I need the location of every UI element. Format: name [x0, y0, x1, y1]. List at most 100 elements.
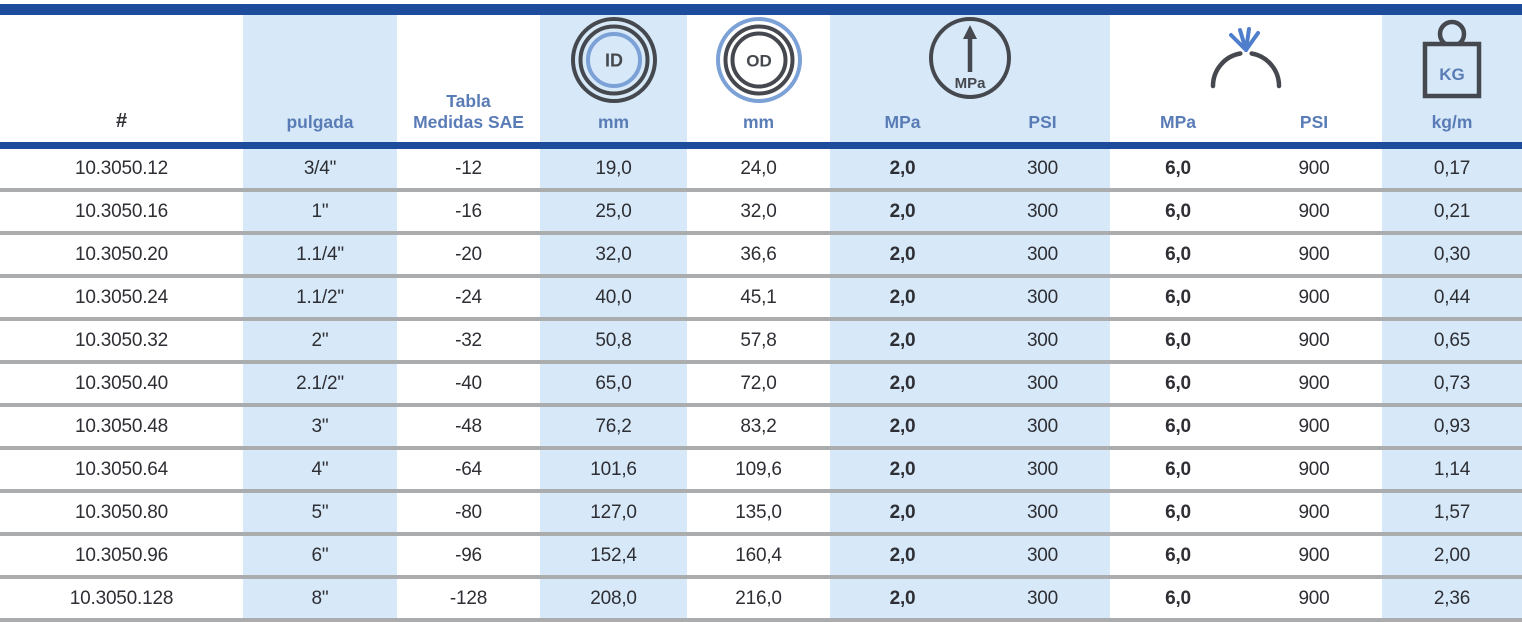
burst-pressure-icon: [1201, 24, 1291, 90]
inner-diameter-cell: 19,0: [540, 149, 687, 192]
header-working-pressure: MPa MPa PSI: [830, 15, 1110, 142]
inner-diameter-cell: 76,2: [540, 407, 687, 450]
sae-size-cell: -24: [397, 278, 540, 321]
table-row: 10.3050.24 1.1/2" -24 40,0 45,1 2,0 300 …: [0, 278, 1522, 321]
weight-cell: 1,14: [1382, 450, 1522, 493]
working-pressure-mpa-cell: 2,0: [830, 536, 975, 579]
burst-pressure-psi-cell: 900: [1246, 149, 1382, 192]
sae-size-cell: -12: [397, 149, 540, 192]
table-row: 10.3050.64 4" -64 101,6 109,6 2,0 300 6,…: [0, 450, 1522, 493]
burst-pressure-mpa-cell: 6,0: [1110, 579, 1246, 622]
burst-pressure-mpa-cell: 6,0: [1110, 149, 1246, 192]
header-part-number: #: [0, 15, 243, 142]
burst-pressure-psi-cell: 900: [1246, 493, 1382, 536]
sae-label-line2: Medidas SAE: [413, 112, 524, 132]
working-pressure-psi-cell: 300: [975, 536, 1110, 579]
weight-cell: 0,21: [1382, 192, 1522, 235]
table-row: 10.3050.12 3/4" -12 19,0 24,0 2,0 300 6,…: [0, 149, 1522, 192]
sae-size-cell: -20: [397, 235, 540, 278]
table-row: 10.3050.48 3" -48 76,2 83,2 2,0 300 6,0 …: [0, 407, 1522, 450]
burst-pressure-mpa-cell: 6,0: [1110, 192, 1246, 235]
sae-size-cell: -64: [397, 450, 540, 493]
svg-text:MPa: MPa: [955, 75, 987, 92]
burst-pressure-mpa-cell: 6,0: [1110, 321, 1246, 364]
weight-cell: 0,73: [1382, 364, 1522, 407]
working-pressure-psi-cell: 300: [975, 192, 1110, 235]
burst-pressure-psi-cell: 900: [1246, 278, 1382, 321]
inch-size-cell: 5": [243, 493, 397, 536]
burst-pressure-psi-cell: 900: [1246, 364, 1382, 407]
outer-diameter-cell: 72,0: [687, 364, 830, 407]
inch-label: pulgada: [286, 112, 354, 132]
burst-pressure-psi-cell: 900: [1246, 579, 1382, 622]
weight-cell: 2,36: [1382, 579, 1522, 622]
burst-pressure-psi-cell: 900: [1246, 321, 1382, 364]
burst-pressure-mpa-cell: 6,0: [1110, 450, 1246, 493]
inch-size-cell: 2.1/2": [243, 364, 397, 407]
header-sae-size: Tabla Medidas SAE: [397, 15, 540, 142]
table-row: 10.3050.20 1.1/4" -20 32,0 36,6 2,0 300 …: [0, 235, 1522, 278]
sae-size-cell: -48: [397, 407, 540, 450]
weight-kg-icon: KG: [1417, 18, 1487, 102]
part-number-cell: 10.3050.16: [0, 192, 243, 235]
weight-cell: 1,57: [1382, 493, 1522, 536]
sae-size-cell: -96: [397, 536, 540, 579]
part-number-cell: 10.3050.12: [0, 149, 243, 192]
working-pressure-psi-cell: 300: [975, 450, 1110, 493]
working-pressure-mpa-cell: 2,0: [830, 407, 975, 450]
burst-pressure-psi-cell: 900: [1246, 536, 1382, 579]
burst-pressure-psi-cell: 900: [1246, 450, 1382, 493]
inch-size-cell: 1.1/2": [243, 278, 397, 321]
part-number-cell: 10.3050.24: [0, 278, 243, 321]
inch-size-cell: 3/4": [243, 149, 397, 192]
working-pressure-psi-cell: 300: [975, 407, 1110, 450]
part-number-cell: 10.3050.80: [0, 493, 243, 536]
inch-size-cell: 2": [243, 321, 397, 364]
inch-size-cell: 3": [243, 407, 397, 450]
outer-diameter-cell: 160,4: [687, 536, 830, 579]
inner-diameter-cell: 25,0: [540, 192, 687, 235]
sae-size-cell: -32: [397, 321, 540, 364]
table-header: # pulgada Tabla Medidas SAE ID mm: [0, 15, 1522, 142]
working-pressure-mpa-cell: 2,0: [830, 321, 975, 364]
burst-pressure-mpa-cell: 6,0: [1110, 493, 1246, 536]
id-unit-label: mm: [597, 112, 630, 132]
outer-diameter-cell: 83,2: [687, 407, 830, 450]
part-number-cell: 10.3050.32: [0, 321, 243, 364]
inner-diameter-cell: 208,0: [540, 579, 687, 622]
od-unit-label: mm: [742, 112, 775, 132]
part-number-cell: 10.3050.20: [0, 235, 243, 278]
outer-diameter-cell: 109,6: [687, 450, 830, 493]
table-row: 10.3050.128 8" -128 208,0 216,0 2,0 300 …: [0, 579, 1522, 622]
table-row: 10.3050.80 5" -80 127,0 135,0 2,0 300 6,…: [0, 493, 1522, 536]
working-pressure-mpa-cell: 2,0: [830, 493, 975, 536]
sae-size-cell: -40: [397, 364, 540, 407]
burst-pressure-mpa-label: MPa: [1160, 112, 1196, 132]
working-pressure-psi-cell: 300: [975, 278, 1110, 321]
part-number-cell: 10.3050.48: [0, 407, 243, 450]
header-inner-diameter: ID mm: [540, 15, 687, 142]
part-number-cell: 10.3050.40: [0, 364, 243, 407]
outer-diameter-cell: 45,1: [687, 278, 830, 321]
burst-pressure-mpa-cell: 6,0: [1110, 407, 1246, 450]
inner-diameter-cell: 65,0: [540, 364, 687, 407]
pressure-gauge-icon: MPa: [928, 16, 1012, 100]
weight-cell: 0,17: [1382, 149, 1522, 192]
weight-cell: 0,93: [1382, 407, 1522, 450]
sae-label-line1: Tabla: [446, 91, 491, 111]
header-burst-pressure: MPa PSI: [1110, 15, 1382, 142]
working-pressure-psi-cell: 300: [975, 321, 1110, 364]
inch-size-cell: 8": [243, 579, 397, 622]
burst-pressure-mpa-cell: 6,0: [1110, 278, 1246, 321]
part-number-cell: 10.3050.64: [0, 450, 243, 493]
outer-diameter-cell: 135,0: [687, 493, 830, 536]
header-weight: KG kg/m: [1382, 15, 1522, 142]
weight-cell: 2,00: [1382, 536, 1522, 579]
working-pressure-psi-cell: 300: [975, 364, 1110, 407]
working-pressure-psi-cell: 300: [975, 579, 1110, 622]
inner-diameter-cell: 32,0: [540, 235, 687, 278]
burst-pressure-mpa-cell: 6,0: [1110, 364, 1246, 407]
inner-diameter-icon: ID: [570, 16, 658, 104]
burst-pressure-psi-cell: 900: [1246, 192, 1382, 235]
